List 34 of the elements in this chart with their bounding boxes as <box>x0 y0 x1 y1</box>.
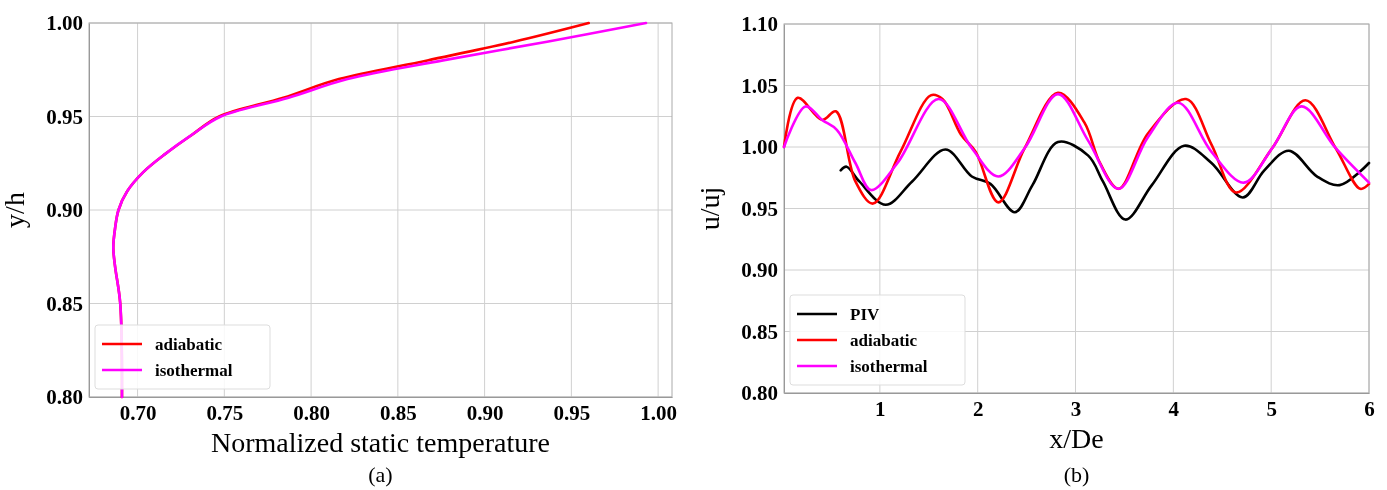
y-tick-label: 0.95 <box>741 196 778 221</box>
x-tick-label: 0.70 <box>119 400 157 425</box>
legend-label: adiabatic <box>850 331 918 350</box>
y-tick-label: 0.85 <box>741 319 778 344</box>
x-tick-label: 1 <box>875 396 886 421</box>
y-tick-label: 1.05 <box>741 73 778 98</box>
x-tick-label: 6 <box>1364 396 1375 421</box>
x-tick-label: 0.75 <box>206 400 244 425</box>
y-tick-label: 1.00 <box>46 11 83 36</box>
y-axis-title: u/uj <box>694 186 725 231</box>
y-tick-label: 1.10 <box>741 12 778 37</box>
x-axis-title: Normalized static temperature <box>211 427 550 458</box>
legend-label: PIV <box>850 305 880 324</box>
legend-label: isothermal <box>850 357 928 376</box>
y-tick-label: 1.00 <box>741 135 778 160</box>
legend-label: isothermal <box>155 361 233 380</box>
x-tick-label: 5 <box>1266 396 1277 421</box>
x-tick-label: 3 <box>1070 396 1082 421</box>
x-tick-label: 0.85 <box>379 400 417 425</box>
y-tick-label: 0.90 <box>741 258 778 283</box>
text: (b) <box>1063 462 1090 487</box>
x-tick-label: 0.95 <box>553 400 591 425</box>
x-axis-title: x/De <box>1049 423 1104 454</box>
legend-label: adiabatic <box>155 335 223 354</box>
x-tick-label: 2 <box>972 396 984 421</box>
text: (a) <box>368 462 393 487</box>
x-tick-label: 0.90 <box>466 400 504 425</box>
y-axis-title: y/h <box>0 192 30 228</box>
x-tick-label: 0.80 <box>293 400 330 425</box>
x-tick-label: 4 <box>1168 396 1180 421</box>
y-tick-label: 0.85 <box>46 291 83 316</box>
y-tick-label: 0.95 <box>46 104 83 129</box>
y-tick-label: 0.90 <box>46 198 83 223</box>
x-tick-label: 1.00 <box>640 400 677 425</box>
